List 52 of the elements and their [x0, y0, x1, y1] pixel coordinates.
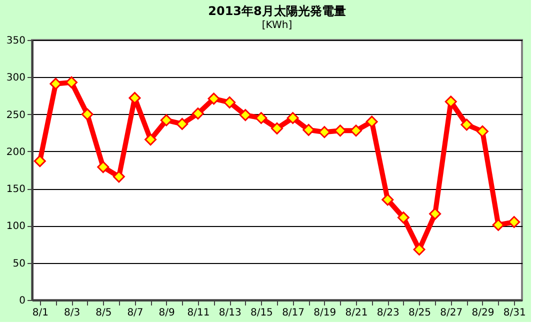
x-tick-label: 8/5 [96, 308, 112, 318]
point [66, 76, 78, 88]
x-tick-label: 8/7 [127, 308, 144, 318]
point [208, 92, 220, 105]
point [224, 96, 236, 108]
point [366, 116, 378, 128]
x-tick-label: 8/3 [64, 308, 80, 318]
point [112, 170, 125, 183]
point [429, 208, 442, 220]
point [81, 108, 94, 120]
point [413, 243, 426, 256]
point [382, 194, 394, 206]
point [271, 122, 283, 134]
point [239, 109, 252, 122]
y-tick-label: 250 [6, 110, 26, 121]
chart-title: 2013年8月太陽光発電量 [208, 4, 346, 18]
y-tick-label: 200 [6, 146, 26, 158]
point [192, 108, 204, 120]
point [97, 161, 110, 174]
y-tick-label: 350 [6, 36, 26, 46]
point [508, 216, 520, 228]
y-tick-label: 300 [6, 72, 26, 84]
x-tick-label: 8/17 [282, 308, 305, 318]
point [176, 118, 188, 130]
x-tick-label: 8/25 [408, 308, 431, 318]
x-tick-label: 8/31 [503, 308, 526, 318]
y-axis-title: [KWh] [262, 20, 292, 31]
x-tick-label: 8/21 [345, 308, 368, 318]
point [286, 112, 299, 124]
x-tick-label: 8/1 [32, 308, 48, 318]
y-tick-label: 50 [12, 258, 26, 270]
x-tick-label: 8/9 [158, 308, 175, 318]
point [128, 92, 141, 104]
y-tick-label: 100 [6, 221, 26, 232]
x-tick-label: 8/11 [187, 308, 210, 318]
x-tick-label: 8/23 [376, 308, 400, 318]
point [476, 125, 488, 138]
y-tick-label: 150 [6, 184, 26, 196]
point [255, 112, 268, 124]
point [460, 118, 473, 131]
x-tick-label: 8/27 [440, 308, 463, 318]
point [492, 218, 504, 231]
point [34, 155, 46, 168]
point [160, 114, 172, 126]
x-tick-label: 8/19 [314, 308, 336, 318]
point [350, 124, 362, 137]
point [144, 134, 157, 146]
x-tick-label: 8/13 [218, 308, 242, 318]
x-tick-label: 8/15 [250, 308, 273, 318]
x-tick-label: 8/29 [472, 308, 494, 318]
point [397, 212, 410, 224]
y-tick-label: 0 [19, 296, 26, 306]
